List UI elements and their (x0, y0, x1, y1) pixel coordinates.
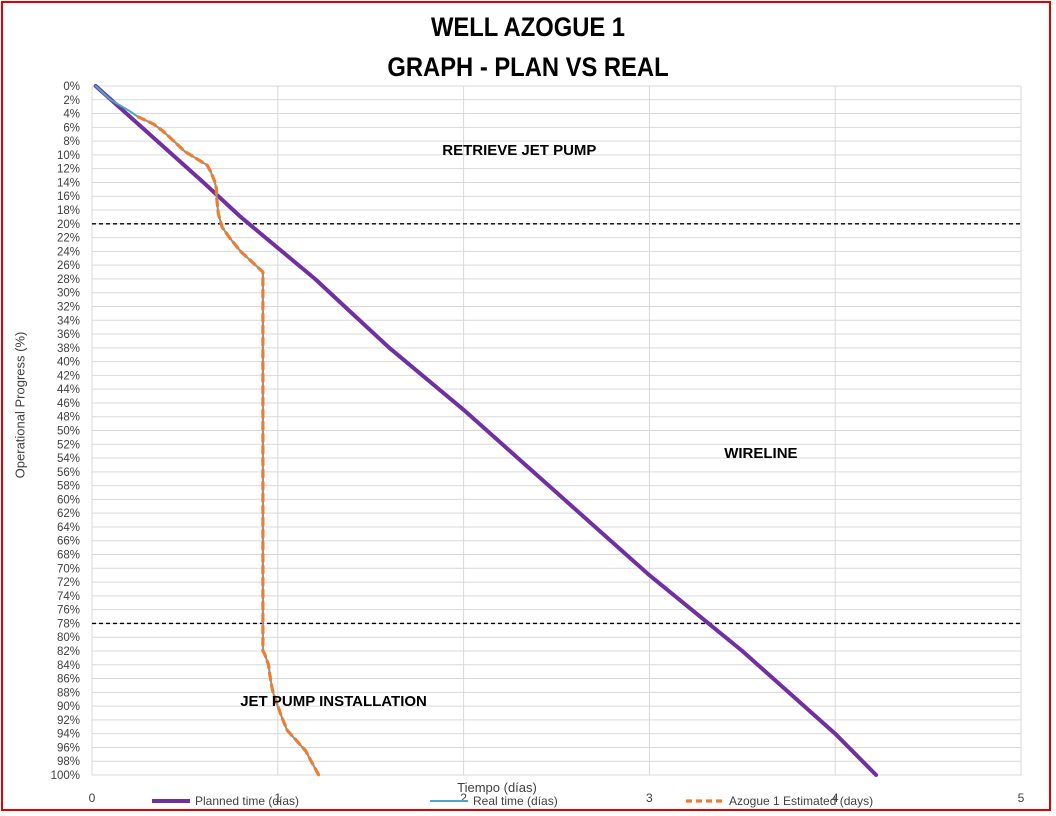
y-tick-label: 8% (63, 136, 80, 148)
x-tick-label: 2 (460, 791, 467, 805)
y-tick-label: 46% (57, 398, 80, 410)
y-tick-label: 100% (51, 770, 80, 782)
chart-title: WELL AZOGUE 1 (430, 12, 626, 42)
y-tick-label: 94% (57, 729, 80, 741)
y-tick-label: 86% (57, 674, 80, 686)
y-tick-label: 96% (57, 742, 80, 754)
y-tick-label: 12% (57, 164, 80, 176)
y-tick-label: 74% (57, 591, 80, 603)
x-axis-label: Tiempo (días) (457, 780, 537, 795)
y-tick-label: 76% (57, 605, 80, 617)
annotation-label: WIRELINE (724, 445, 797, 462)
y-tick-label: 56% (57, 467, 80, 479)
grid (91, 85, 1022, 776)
y-tick-label: 36% (57, 329, 80, 341)
y-tick-label: 52% (57, 439, 80, 451)
y-tick-label: 26% (57, 260, 80, 272)
y-tick-label: 10% (57, 150, 80, 162)
legend-label: Planned time (días) (195, 794, 299, 808)
y-tick-label: 28% (57, 274, 80, 286)
legend: Planned time (días) Real time (días) Azogu… (152, 794, 873, 808)
y-tick-label: 24% (57, 246, 80, 258)
series-line-1 (93, 84, 879, 777)
y-tick-label: 42% (57, 370, 80, 382)
y-tick-label: 20% (57, 219, 80, 231)
y-tick-label: 58% (57, 481, 80, 493)
y-tick-label: 6% (63, 122, 80, 134)
annotation-label: JET PUMP INSTALLATION (240, 693, 427, 710)
x-tick-label: 4 (832, 791, 839, 805)
y-tick-label: 98% (57, 756, 80, 768)
y-tick-label: 90% (57, 701, 80, 713)
x-tick-label: 1 (274, 791, 281, 805)
y-tick-label: 80% (57, 632, 80, 644)
y-tick-label: 38% (57, 343, 80, 355)
y-tick-label: 50% (57, 426, 80, 438)
y-tick-label: 62% (57, 508, 80, 520)
y-tick-label: 0% (63, 81, 80, 93)
y-tick-label: 92% (57, 715, 80, 727)
y-tick-label: 16% (57, 191, 80, 203)
x-tick-labels: 0 1 2 3 4 5 (89, 791, 1025, 805)
y-tick-label: 2% (63, 95, 80, 107)
y-tick-label: 54% (57, 453, 80, 465)
annotation-label: RETRIEVE JET PUMP (442, 142, 596, 159)
x-tick-label: 0 (89, 791, 96, 805)
annotations: RETRIEVE JET PUMP WIRELINE JET PUMP INSTAL… (240, 142, 797, 710)
y-tick-label: 60% (57, 494, 80, 506)
y-tick-label: 68% (57, 550, 80, 562)
y-tick-label: 66% (57, 536, 80, 548)
chart-subtitle: GRAPH - PLAN VS REAL (387, 52, 669, 82)
y-tick-label: 18% (57, 205, 80, 217)
y-tick-label: 22% (57, 233, 80, 245)
legend-label: Azogue 1 Estimated (days) (729, 794, 873, 808)
x-tick-label: 5 (1018, 791, 1025, 805)
y-tick-label: 14% (57, 177, 80, 189)
y-tick-label: 72% (57, 577, 80, 589)
y-tick-label: 88% (57, 687, 80, 699)
y-tick-label: 48% (57, 412, 80, 424)
y-tick-label: 84% (57, 660, 80, 672)
y-tick-labels: 0% 2% 4%6% 8% 10% 12%14% 16% 18% 20% 22%24% 26% 28%… (51, 81, 80, 782)
x-tick-label: 3 (646, 791, 653, 805)
y-tick-label: 70% (57, 563, 80, 575)
y-tick-label: 64% (57, 522, 80, 534)
series-lines (93, 84, 879, 777)
y-tick-label: 40% (57, 357, 80, 369)
y-tick-label: 32% (57, 301, 80, 313)
y-tick-label: 44% (57, 384, 80, 396)
legend-label: Real time (días) (473, 794, 558, 808)
y-tick-label: 4% (63, 109, 80, 121)
series-line-3 (136, 115, 321, 777)
y-tick-label: 82% (57, 646, 80, 658)
y-tick-label: 34% (57, 315, 80, 327)
y-tick-label: 30% (57, 288, 80, 300)
reference-lines (92, 223, 1023, 625)
y-tick-label: 78% (57, 618, 80, 630)
